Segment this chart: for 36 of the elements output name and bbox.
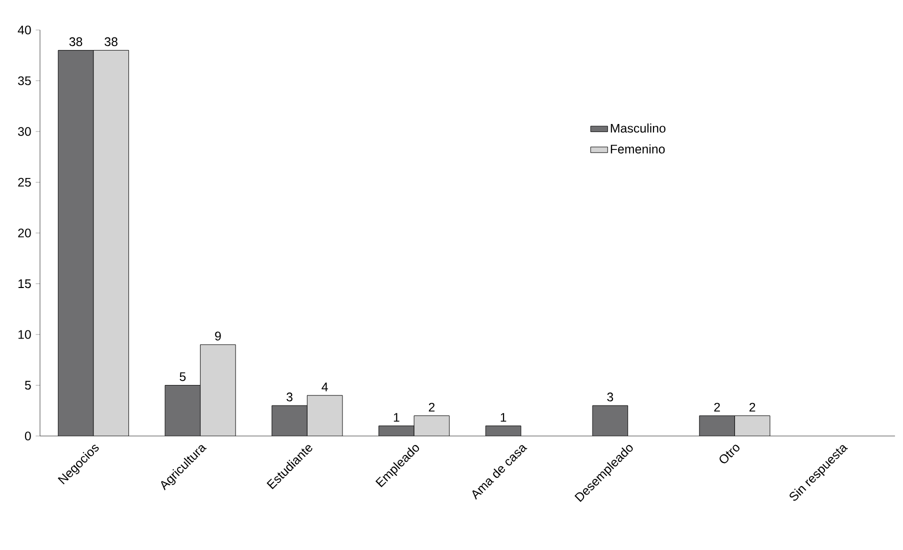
bar <box>307 395 342 436</box>
y-tick-label: 25 <box>18 178 31 187</box>
data-label: 3 <box>607 392 614 402</box>
data-label: 3 <box>286 392 292 402</box>
bar <box>414 416 450 436</box>
data-label: 38 <box>69 37 82 46</box>
y-tick-label: 5 <box>24 380 31 390</box>
bar <box>200 344 236 436</box>
data-label: 4 <box>322 382 328 392</box>
y-tick-label: 30 <box>18 127 31 136</box>
y-tick-label: 20 <box>18 228 31 238</box>
bar <box>486 426 521 436</box>
y-tick-label: 35 <box>18 76 31 86</box>
y-tick-label: 40 <box>18 26 31 34</box>
bar <box>165 385 200 436</box>
legend-label: Masculino <box>610 123 666 133</box>
bar <box>734 415 770 436</box>
data-label: 1 <box>394 413 400 422</box>
data-label: 2 <box>714 402 720 412</box>
x-tick-label: Otro <box>720 444 740 464</box>
bar <box>699 415 735 436</box>
legend-label: Femenino <box>610 144 665 154</box>
data-label: 2 <box>749 402 756 412</box>
data-label: 9 <box>215 332 221 340</box>
bar <box>58 50 94 436</box>
data-label: 5 <box>180 372 186 382</box>
bar <box>93 50 129 436</box>
bar <box>592 406 628 436</box>
data-label: 2 <box>428 402 435 412</box>
data-label: 1 <box>500 413 506 422</box>
bar <box>378 426 414 436</box>
bar <box>272 406 308 436</box>
data-label: 38 <box>104 37 118 46</box>
y-tick-label: 10 <box>18 330 31 339</box>
y-tick-label: 15 <box>18 279 31 288</box>
y-tick-label: 0 <box>24 432 31 440</box>
